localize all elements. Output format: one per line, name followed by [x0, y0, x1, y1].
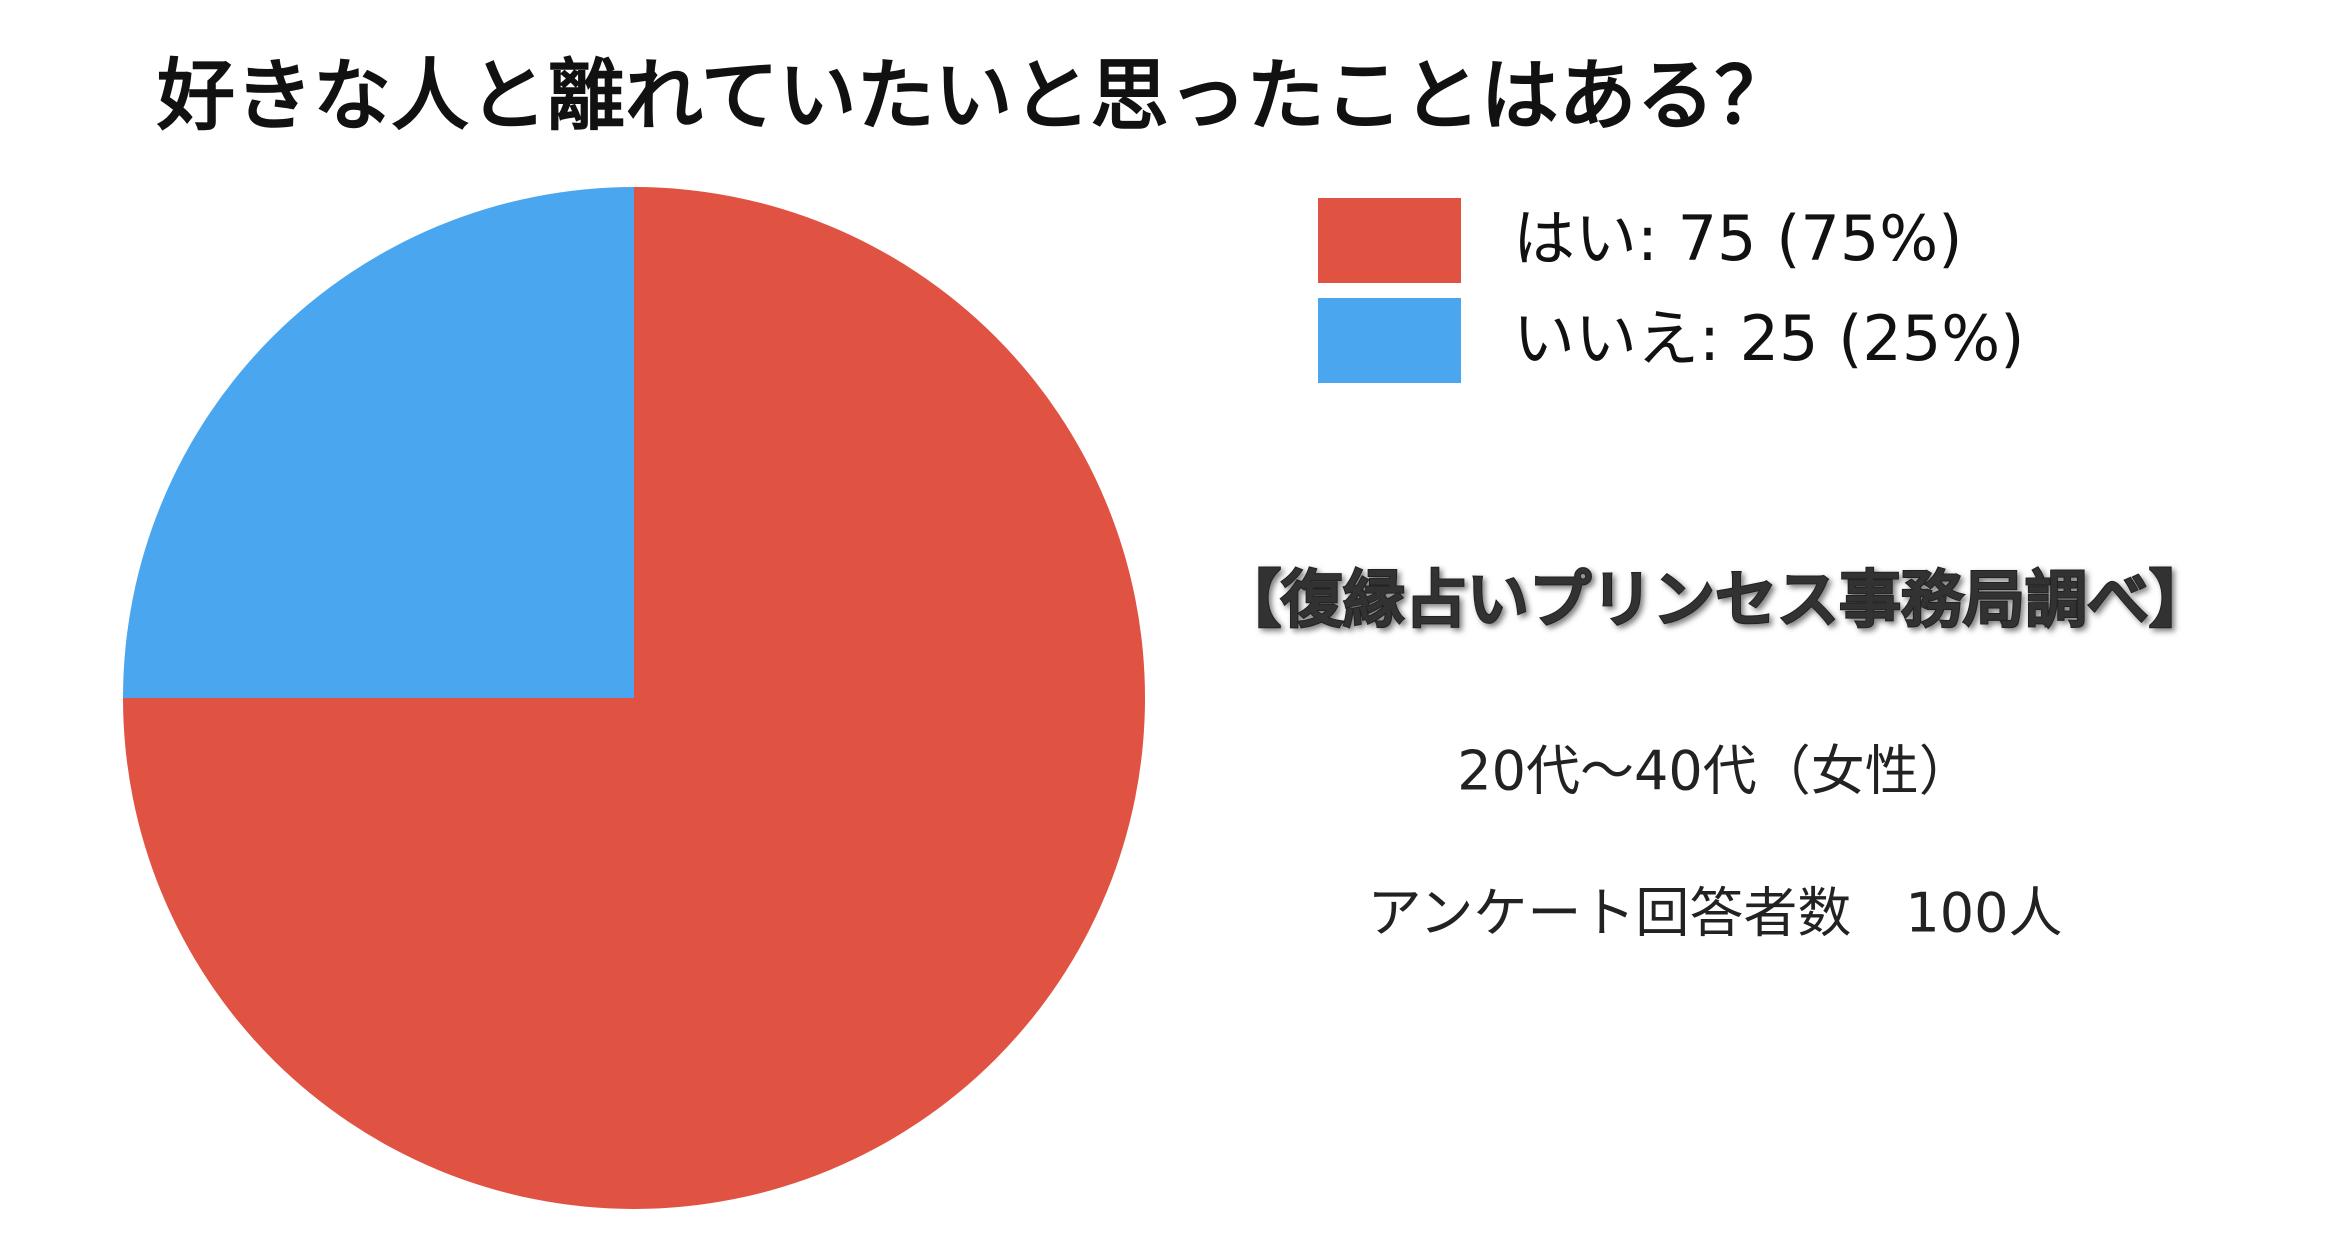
legend-label: はい: 75 (75%)	[1513, 202, 1962, 275]
annotation: 【復縁占いプリンセス事務局調べ】	[1219, 563, 2211, 636]
legend-label: いいえ: 25 (25%)	[1513, 302, 2024, 375]
pie-slice	[123, 187, 634, 698]
pie	[123, 187, 1145, 1209]
legend: はい: 75 (75%) いいえ: 25 (25%)	[1318, 198, 2024, 383]
annotation: アンケート回答者数 100人	[1368, 882, 2063, 945]
legend-swatch	[1318, 298, 1461, 383]
annotation: 20代〜40代（女性）	[1457, 740, 1972, 803]
chart-title: 好きな人と離れていたいと思ったことはある？	[156, 51, 1793, 141]
legend-swatch	[1318, 198, 1461, 283]
